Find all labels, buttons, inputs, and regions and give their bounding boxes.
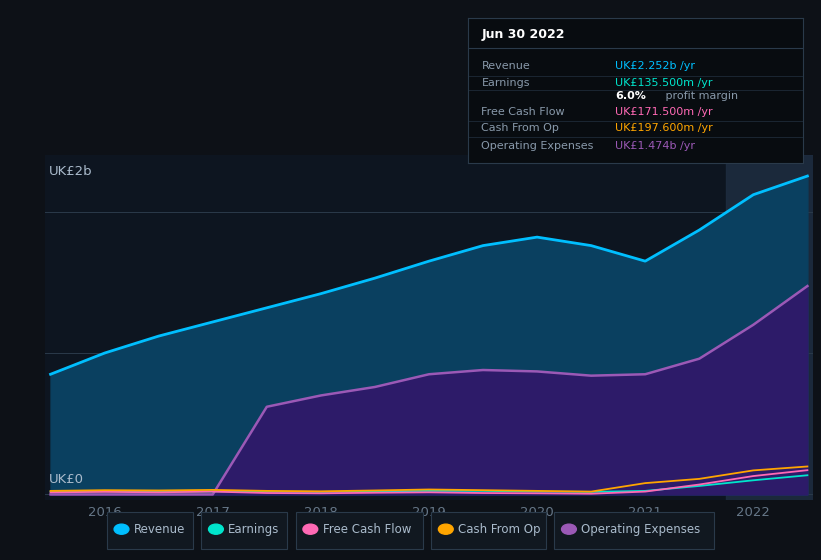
Text: Revenue: Revenue — [481, 61, 530, 71]
Text: Operating Expenses: Operating Expenses — [581, 522, 700, 536]
Text: UK£135.500m /yr: UK£135.500m /yr — [616, 77, 713, 87]
Text: UK£0: UK£0 — [49, 473, 84, 486]
Text: Earnings: Earnings — [228, 522, 280, 536]
Text: 6.0%: 6.0% — [616, 91, 646, 101]
Text: Earnings: Earnings — [481, 77, 530, 87]
Text: Jun 30 2022: Jun 30 2022 — [481, 28, 565, 41]
Text: Cash From Op: Cash From Op — [458, 522, 540, 536]
Text: Revenue: Revenue — [134, 522, 186, 536]
Text: UK£2.252b /yr: UK£2.252b /yr — [616, 61, 695, 71]
Text: Free Cash Flow: Free Cash Flow — [481, 108, 565, 117]
Text: profit margin: profit margin — [663, 91, 738, 101]
Bar — [727, 155, 821, 500]
Text: Free Cash Flow: Free Cash Flow — [323, 522, 411, 536]
Text: UK£2b: UK£2b — [49, 165, 93, 179]
Text: Cash From Op: Cash From Op — [481, 123, 559, 133]
Text: UK£171.500m /yr: UK£171.500m /yr — [616, 108, 713, 117]
Text: UK£1.474b /yr: UK£1.474b /yr — [616, 141, 695, 151]
Text: Operating Expenses: Operating Expenses — [481, 141, 594, 151]
Text: UK£197.600m /yr: UK£197.600m /yr — [616, 123, 713, 133]
